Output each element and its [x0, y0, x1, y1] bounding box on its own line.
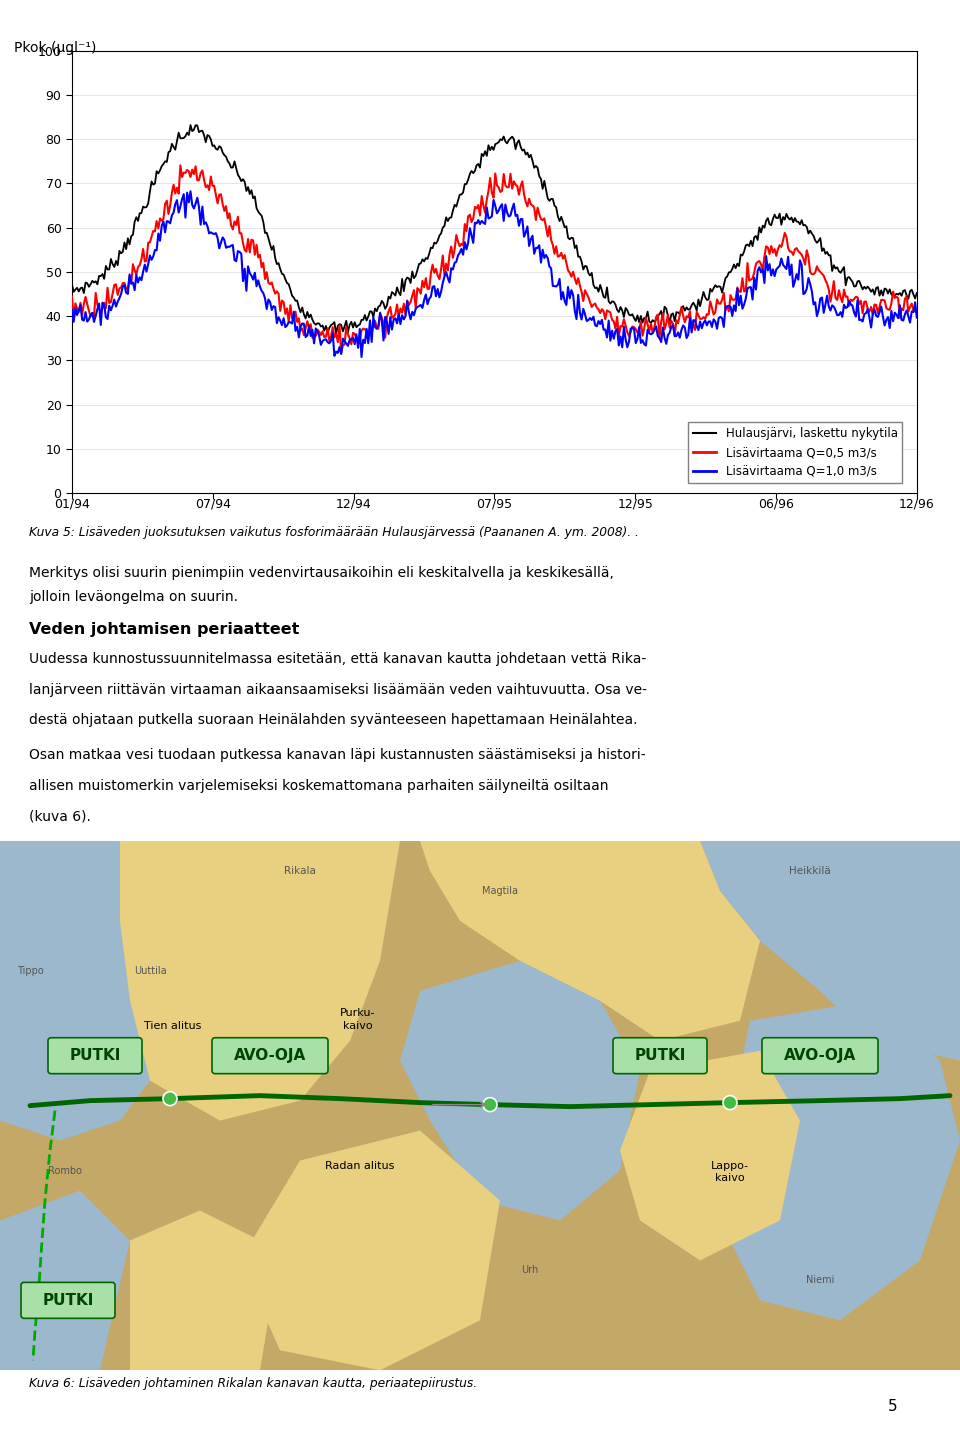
Polygon shape	[420, 841, 760, 1041]
Text: Lappo-
kaivo: Lappo- kaivo	[711, 1160, 749, 1183]
Text: Rombo: Rombo	[48, 1166, 82, 1176]
Text: PUTKI: PUTKI	[42, 1293, 94, 1308]
Polygon shape	[120, 841, 400, 1121]
Text: Uudessa kunnostussuunnitelmassa esitetään, että kanavan kautta johdetaan vettä R: Uudessa kunnostussuunnitelmassa esitetää…	[29, 652, 646, 667]
Text: Rikala: Rikala	[284, 866, 316, 876]
Text: Radan alitus: Radan alitus	[325, 1160, 395, 1170]
Polygon shape	[720, 1000, 960, 1321]
Text: Tien alitus: Tien alitus	[144, 1021, 202, 1031]
Text: allisen muistomerkin varjelemiseksi koskemattomana parhaiten säilyneiltä osiltaa: allisen muistomerkin varjelemiseksi kosk…	[29, 779, 609, 793]
Text: AVO-OJA: AVO-OJA	[784, 1048, 856, 1063]
Text: 07/95: 07/95	[476, 497, 513, 510]
Text: PUTKI: PUTKI	[69, 1048, 121, 1063]
Polygon shape	[240, 1131, 500, 1370]
Text: Kuva 6: Lisäveden johtaminen Rikalan kanavan kautta, periaatepiirustus.: Kuva 6: Lisäveden johtaminen Rikalan kan…	[29, 1378, 477, 1391]
Circle shape	[483, 1098, 497, 1112]
Text: Kuva 5: Lisäveden juoksutuksen vaikutus fosforimäärään Hulausjärvessä (Paananen : Kuva 5: Lisäveden juoksutuksen vaikutus …	[29, 526, 638, 539]
Text: PUTKI: PUTKI	[635, 1048, 685, 1063]
Text: AVO-OJA: AVO-OJA	[234, 1048, 306, 1063]
Text: 12/94: 12/94	[336, 497, 372, 510]
Text: Tippo: Tippo	[16, 966, 43, 976]
Polygon shape	[620, 1051, 800, 1260]
Text: Purku-
kaivo: Purku- kaivo	[340, 1008, 375, 1031]
Text: 12/96: 12/96	[899, 497, 935, 510]
FancyBboxPatch shape	[21, 1282, 115, 1318]
Text: 07/94: 07/94	[195, 497, 230, 510]
Polygon shape	[400, 961, 640, 1221]
Legend: Hulausjärvi, laskettu nykytila, Lisävirtaama Q=0,5 m3/s, Lisävirtaama Q=1,0 m3/s: Hulausjärvi, laskettu nykytila, Lisävirt…	[688, 422, 902, 483]
Text: (kuva 6).: (kuva 6).	[29, 809, 90, 824]
Text: lanjärveen riittävän virtaaman aikaansaamiseksi lisäämään veden vaihtuvuutta. Os: lanjärveen riittävän virtaaman aikaansaa…	[29, 683, 647, 697]
Text: 06/96: 06/96	[758, 497, 794, 510]
FancyBboxPatch shape	[762, 1038, 878, 1073]
Text: Niemi: Niemi	[805, 1276, 834, 1285]
Text: destä ohjataan putkella suoraan Heinälahden syvänteeseen hapettamaan Heinälahtea: destä ohjataan putkella suoraan Heinälah…	[29, 713, 637, 728]
Text: 12/95: 12/95	[617, 497, 653, 510]
Polygon shape	[0, 841, 200, 1141]
Text: Heikkilä: Heikkilä	[789, 866, 830, 876]
Text: Magtila: Magtila	[482, 886, 518, 896]
FancyBboxPatch shape	[212, 1038, 328, 1073]
Text: 5: 5	[888, 1399, 898, 1414]
FancyBboxPatch shape	[613, 1038, 707, 1073]
Text: Osan matkaa vesi tuodaan putkessa kanavan läpi kustannusten säästämiseksi ja his: Osan matkaa vesi tuodaan putkessa kanava…	[29, 748, 645, 763]
Circle shape	[723, 1096, 737, 1109]
FancyBboxPatch shape	[48, 1038, 142, 1073]
Polygon shape	[0, 1190, 130, 1370]
Text: jolloin leväongelma on suurin.: jolloin leväongelma on suurin.	[29, 590, 238, 605]
Polygon shape	[130, 1211, 280, 1370]
Text: Pkok (μgl⁻¹): Pkok (μgl⁻¹)	[14, 41, 97, 55]
Polygon shape	[700, 841, 960, 1061]
Text: Urh: Urh	[521, 1266, 539, 1276]
Text: Veden johtamisen periaatteet: Veden johtamisen periaatteet	[29, 622, 300, 637]
Circle shape	[163, 1092, 177, 1105]
Text: Merkitys olisi suurin pienimpiin vedenvirtausaikoihin eli keskitalvella ja keski: Merkitys olisi suurin pienimpiin vedenvi…	[29, 566, 613, 580]
Text: Uuttila: Uuttila	[133, 966, 166, 976]
Text: 01/94: 01/94	[54, 497, 90, 510]
